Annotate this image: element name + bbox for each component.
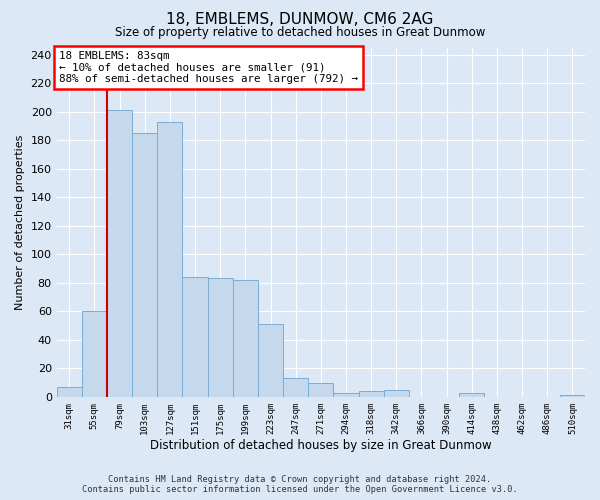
Text: Size of property relative to detached houses in Great Dunmow: Size of property relative to detached ho…	[115, 26, 485, 39]
Bar	[107, 110, 132, 397]
Bar	[208, 278, 233, 397]
Text: 18 EMBLEMS: 83sqm
← 10% of detached houses are smaller (91)
88% of semi-detached: 18 EMBLEMS: 83sqm ← 10% of detached hous…	[59, 51, 358, 84]
Bar	[308, 382, 334, 397]
Bar	[384, 390, 409, 397]
Bar	[560, 396, 585, 397]
Bar	[459, 392, 484, 397]
Bar	[334, 392, 359, 397]
Bar	[82, 312, 107, 397]
X-axis label: Distribution of detached houses by size in Great Dunmow: Distribution of detached houses by size …	[150, 440, 491, 452]
Bar	[132, 133, 157, 397]
Y-axis label: Number of detached properties: Number of detached properties	[15, 134, 25, 310]
Bar	[233, 280, 258, 397]
Bar	[56, 387, 82, 397]
Text: Contains HM Land Registry data © Crown copyright and database right 2024.
Contai: Contains HM Land Registry data © Crown c…	[82, 474, 518, 494]
Text: 18, EMBLEMS, DUNMOW, CM6 2AG: 18, EMBLEMS, DUNMOW, CM6 2AG	[166, 12, 434, 26]
Bar	[283, 378, 308, 397]
Bar	[359, 391, 384, 397]
Bar	[258, 324, 283, 397]
Bar	[157, 122, 182, 397]
Bar	[182, 277, 208, 397]
